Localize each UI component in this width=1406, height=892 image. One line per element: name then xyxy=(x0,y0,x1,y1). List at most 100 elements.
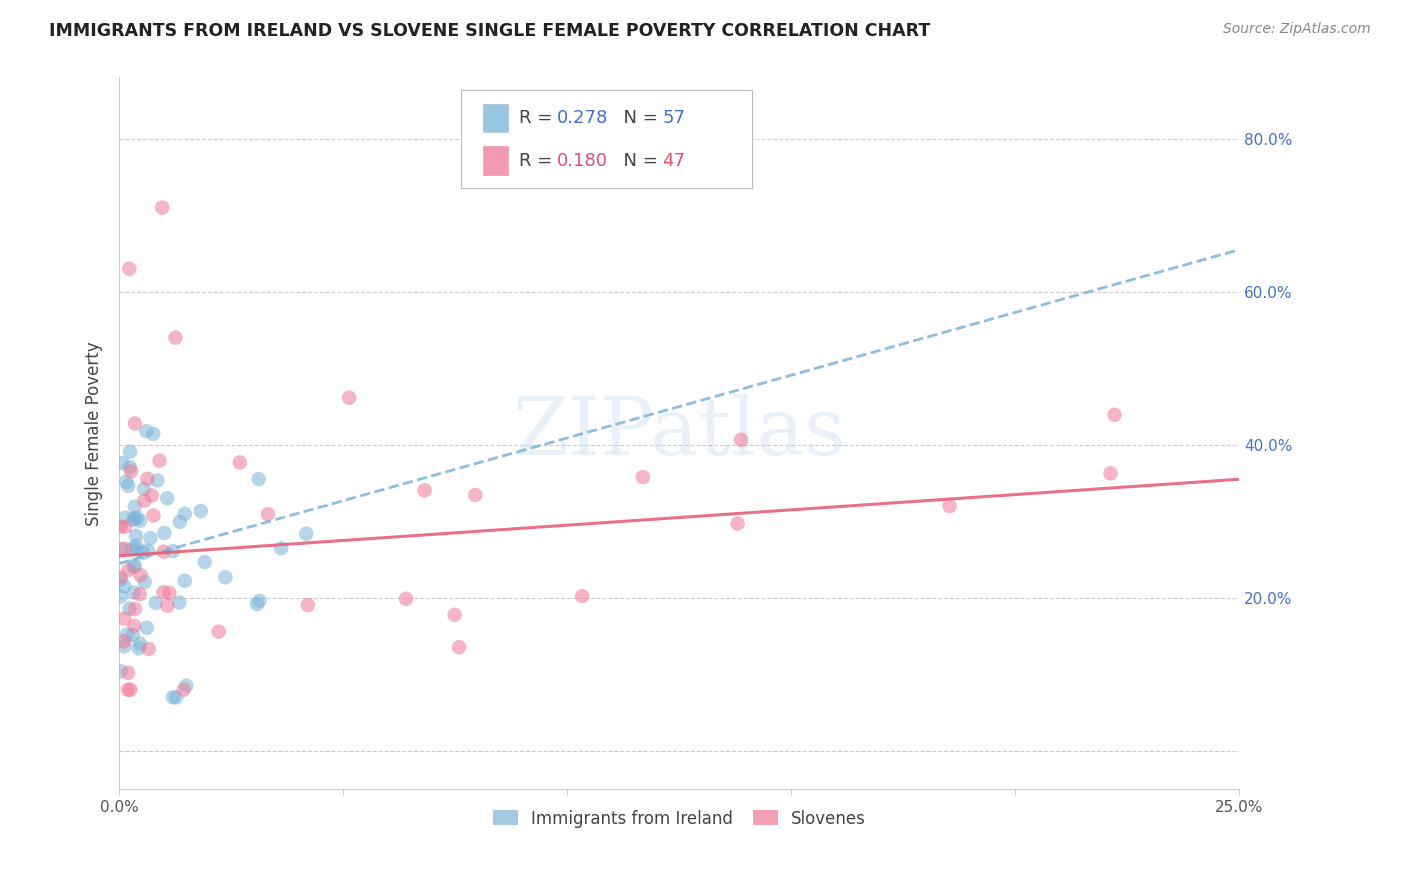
Legend: Immigrants from Ireland, Slovenes: Immigrants from Ireland, Slovenes xyxy=(486,803,873,834)
Point xyxy=(134,575,156,590)
Point xyxy=(173,574,195,588)
FancyBboxPatch shape xyxy=(461,89,752,187)
Point xyxy=(135,424,157,438)
Point xyxy=(118,601,141,615)
Bar xyxy=(484,103,508,132)
Point xyxy=(117,479,139,493)
Point xyxy=(122,585,145,599)
Point xyxy=(136,543,159,558)
Point xyxy=(142,508,165,523)
Point xyxy=(145,596,167,610)
Point xyxy=(114,640,136,654)
Point xyxy=(118,460,141,475)
Point xyxy=(125,539,148,553)
Point xyxy=(142,426,165,441)
Point xyxy=(129,568,152,582)
Point xyxy=(229,455,252,469)
Point xyxy=(337,391,360,405)
Point xyxy=(207,624,229,639)
Point xyxy=(114,520,136,534)
Point xyxy=(173,507,195,521)
Point xyxy=(110,573,132,587)
Point xyxy=(112,579,135,593)
Point xyxy=(118,444,141,458)
Point xyxy=(1104,408,1126,422)
Text: 0.278: 0.278 xyxy=(557,109,609,127)
Point xyxy=(110,519,132,533)
Point xyxy=(121,628,143,642)
Point xyxy=(190,504,212,518)
Text: R =: R = xyxy=(519,109,558,127)
Point xyxy=(117,665,139,680)
Point xyxy=(162,544,184,558)
Point xyxy=(270,541,292,556)
Point xyxy=(413,483,436,498)
Point xyxy=(121,541,143,556)
Point xyxy=(447,640,470,655)
Point xyxy=(246,597,269,611)
Point xyxy=(112,611,135,625)
Point xyxy=(110,590,132,604)
Point xyxy=(150,201,173,215)
Point xyxy=(128,637,150,651)
Text: N =: N = xyxy=(612,152,664,169)
Point xyxy=(571,589,593,603)
Y-axis label: Single Female Poverty: Single Female Poverty xyxy=(86,341,103,525)
Point xyxy=(124,511,146,525)
Point xyxy=(122,619,145,633)
Text: Source: ZipAtlas.com: Source: ZipAtlas.com xyxy=(1223,22,1371,37)
Point xyxy=(257,507,280,521)
Point xyxy=(139,531,162,545)
Point xyxy=(152,544,174,558)
Point xyxy=(125,529,148,543)
Point xyxy=(125,510,148,524)
Point xyxy=(443,607,465,622)
Point xyxy=(730,433,752,447)
Point xyxy=(938,499,960,513)
Point xyxy=(118,261,141,276)
Point xyxy=(117,563,139,577)
Point xyxy=(464,488,486,502)
Point xyxy=(138,642,160,657)
Point xyxy=(114,511,136,525)
Point xyxy=(176,679,198,693)
Point xyxy=(132,546,155,560)
Text: N =: N = xyxy=(612,109,664,127)
Point xyxy=(162,690,184,705)
Text: ZIPatlas: ZIPatlas xyxy=(513,394,846,473)
Point xyxy=(124,500,146,514)
Point xyxy=(295,526,318,541)
Point xyxy=(115,475,138,489)
Text: 0.180: 0.180 xyxy=(557,152,609,169)
Point xyxy=(134,493,156,508)
Point xyxy=(297,598,319,612)
Point xyxy=(115,628,138,642)
Point xyxy=(152,585,174,599)
Point xyxy=(112,634,135,648)
Point xyxy=(122,560,145,574)
Point xyxy=(128,641,150,656)
Point xyxy=(1099,467,1122,481)
Point xyxy=(141,488,163,502)
Point xyxy=(110,541,132,556)
Point xyxy=(132,482,155,496)
Point xyxy=(110,570,132,584)
Point xyxy=(124,602,146,616)
Point xyxy=(249,594,271,608)
Point xyxy=(727,516,749,531)
Point xyxy=(165,331,187,345)
Point xyxy=(129,514,152,528)
Point xyxy=(156,599,179,613)
Point xyxy=(146,474,169,488)
Bar xyxy=(484,146,508,175)
Point xyxy=(117,682,139,697)
Point xyxy=(194,555,217,569)
Point xyxy=(120,464,142,478)
Point xyxy=(395,591,418,606)
Point xyxy=(110,665,132,679)
Text: 47: 47 xyxy=(662,152,686,169)
Point xyxy=(148,454,170,468)
Point xyxy=(153,525,176,540)
Point xyxy=(156,491,179,506)
Point xyxy=(125,542,148,557)
